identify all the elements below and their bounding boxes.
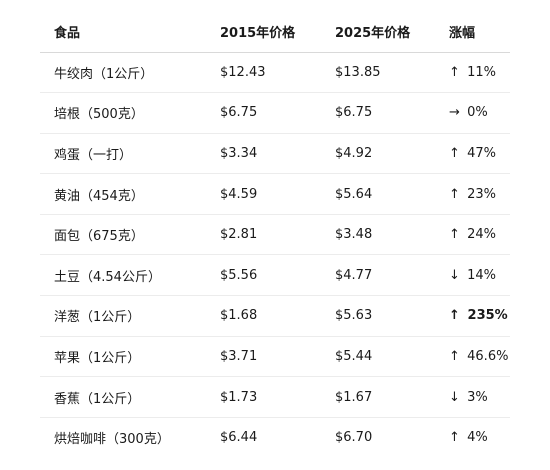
trend-arrow-icon: ↑ <box>449 145 460 161</box>
cell-price-2025: $5.64 <box>321 173 435 215</box>
change-value: 0% <box>467 105 488 121</box>
table-row: 面包（675克） $2.81 $3.48 ↑ 24% <box>40 214 510 256</box>
cell-price-2015: $12.43 <box>206 52 321 94</box>
cell-price-2015: $6.44 <box>220 430 258 446</box>
trend-arrow-icon: ↑ <box>449 308 460 324</box>
cell-food: 黄油（454克） <box>40 173 206 215</box>
cell-food: 苹果（1公斤） <box>40 336 206 378</box>
cell-change: ↓ 14% <box>435 254 510 297</box>
table-row: 鸡蛋（一打） $3.34 $4.92 ↑ 47% <box>40 133 510 175</box>
table-row: 培根（500克） $6.75 $6.75 → 0% <box>40 92 510 134</box>
price-comparison-table: 食品 2015年价格 2025年价格 涨幅 牛绞肉（1公斤） $12.43 $13.… <box>40 12 510 458</box>
cell-price-2015: $3.71 <box>206 336 321 378</box>
cell-price-2025: $1.67 <box>321 376 435 418</box>
change-value: 235% <box>467 308 508 324</box>
change-value: 23% <box>467 186 497 202</box>
header-food: 食品 <box>40 12 206 53</box>
cell-price-2025: $3.48 <box>321 214 435 256</box>
cell-food: 鸡蛋（一打） <box>40 133 206 175</box>
cell-change: ↑ 11% <box>435 52 510 94</box>
cell-change: ↑ 23% <box>435 173 510 215</box>
cell-food: 烘焙咖啡（300克） <box>54 432 170 448</box>
table-row: 牛绞肉（1公斤） $12.43 $13.85 ↑ 11% <box>40 52 510 94</box>
trend-arrow-icon: ↓ <box>449 267 460 283</box>
cell-price-2025: $5.44 <box>321 336 435 378</box>
cell-food: 面包（675克） <box>40 214 206 256</box>
cell-food: 培根（500克） <box>40 92 206 134</box>
header-price-2025: 2025年价格 <box>321 12 435 53</box>
cell-price-2015: $2.81 <box>206 214 321 256</box>
change-value: 47% <box>467 145 497 161</box>
cell-change: ↓ 3% <box>435 376 510 418</box>
change-value: 3% <box>467 389 488 405</box>
trend-arrow-icon: ↑ <box>449 64 460 80</box>
table-row: 苹果（1公斤） $3.71 $5.44 ↑ 46.6% <box>40 336 510 378</box>
cell-price-2025: $6.70 <box>335 430 373 446</box>
cell-price-2025: $4.92 <box>321 133 435 175</box>
trend-arrow-icon: ↑ <box>449 227 460 243</box>
header-change: 涨幅 <box>435 12 510 53</box>
cell-price-2015: $1.73 <box>206 376 321 418</box>
table-body: 牛绞肉（1公斤） $12.43 $13.85 ↑ 11% 培根（500克） $6.75 $6… <box>40 52 510 458</box>
cell-food: 土豆（4.54公斤） <box>40 254 206 297</box>
trend-arrow-icon: ↑ <box>449 186 460 202</box>
cell-change: ↑ 24% <box>435 214 510 256</box>
cell-price-2025: $4.77 <box>321 254 435 297</box>
cell-change: → 0% <box>435 92 510 134</box>
cell-price-2015: $6.75 <box>206 92 321 134</box>
cell-food: 牛绞肉（1公斤） <box>40 52 206 94</box>
cell-change: ↑ 47% <box>435 133 510 175</box>
header-price-2015: 2015年价格 <box>206 12 321 53</box>
table-row: 土豆（4.54公斤） $5.56 $4.77 ↓ 14% <box>40 254 510 297</box>
cell-price-2025: $5.63 <box>321 295 435 337</box>
trend-arrow-icon: ↓ <box>449 389 460 405</box>
price-table-container: 食品 2015年价格 2025年价格 涨幅 牛绞肉（1公斤） $12.43 $13.… <box>40 12 510 458</box>
change-value: 11% <box>467 64 497 80</box>
cell-price-2025: $13.85 <box>321 52 435 94</box>
change-value: 24% <box>467 227 497 243</box>
cell-price-2015: $4.59 <box>206 173 321 215</box>
cell-food: 香蕉（1公斤） <box>40 376 206 418</box>
table-row: 烘焙咖啡（300克） $6.44 $6.70 ↑ 4% <box>40 417 510 458</box>
trend-arrow-icon: → <box>449 105 460 121</box>
cell-change: ↑ 235% <box>435 295 510 337</box>
trend-arrow-icon: ↑ <box>449 348 460 364</box>
cell-food: 洋葱（1公斤） <box>40 295 206 337</box>
cell-price-2025: $6.75 <box>321 92 435 134</box>
cell-change: ↑ 4% <box>435 417 510 458</box>
change-value: 14% <box>467 267 497 283</box>
table-row: 洋葱（1公斤） $1.68 $5.63 ↑ 235% <box>40 295 510 337</box>
change-value: 4% <box>467 430 488 446</box>
cell-price-2015: $1.68 <box>206 295 321 337</box>
table-row: 香蕉（1公斤） $1.73 $1.67 ↓ 3% <box>40 376 510 418</box>
table-header-row: 食品 2015年价格 2025年价格 涨幅 <box>40 12 510 53</box>
cell-price-2015: $3.34 <box>206 133 321 175</box>
change-value: 46.6% <box>467 348 509 364</box>
table-row: 黄油（454克） $4.59 $5.64 ↑ 23% <box>40 173 510 215</box>
cell-change: ↑ 46.6% <box>435 336 510 378</box>
cell-price-2015: $5.56 <box>206 254 321 297</box>
trend-arrow-icon: ↑ <box>449 430 460 446</box>
